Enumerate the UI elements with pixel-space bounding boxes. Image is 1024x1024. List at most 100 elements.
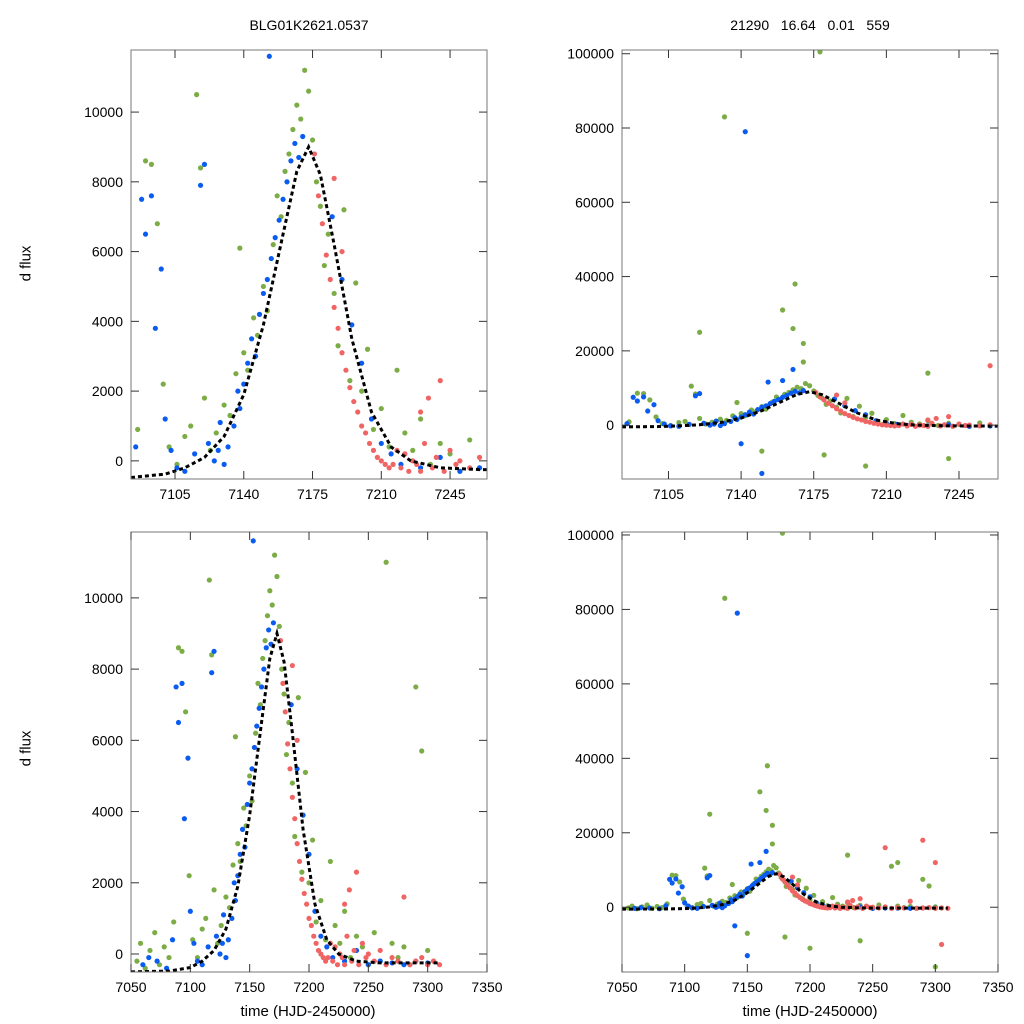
data-point-blue [734, 610, 740, 616]
x-tick-label: 7200 [293, 979, 324, 995]
data-point-red [366, 440, 373, 447]
data-point-red [377, 947, 383, 954]
x-tick-label: 7140 [228, 486, 259, 502]
data-point-green [395, 954, 401, 961]
data-point-green [206, 577, 212, 583]
data-point-green [769, 822, 776, 828]
data-point-blue [679, 884, 685, 890]
data-point-green [186, 873, 192, 879]
data-point-green [135, 426, 141, 433]
data-point-blue [205, 944, 211, 950]
x-tick-label: 7100 [669, 979, 700, 995]
data-point-green [895, 859, 901, 866]
data-point-green [863, 463, 869, 469]
data-point-blue [324, 944, 330, 950]
data-point-blue [748, 861, 754, 867]
data-point-red [907, 898, 913, 904]
data-point-red [429, 465, 435, 471]
data-point-red [863, 418, 869, 425]
data-point-green [757, 789, 763, 795]
y-tick-label: 10000 [84, 104, 123, 120]
data-point-blue [330, 954, 336, 961]
y-tick-label: 6000 [92, 732, 123, 748]
x-tick-label: 7105 [653, 486, 684, 502]
data-point-green [232, 734, 239, 740]
data-point-red [339, 954, 345, 961]
data-point-green [317, 203, 323, 209]
data-point-red [339, 350, 345, 356]
data-point-green [274, 193, 280, 199]
data-point-blue [256, 705, 262, 711]
data-point-green [309, 137, 316, 143]
data-point-red [378, 458, 384, 464]
data-point-red [871, 420, 877, 426]
data-point-red [330, 958, 336, 964]
data-point-red [389, 954, 395, 961]
data-point-green [318, 897, 324, 904]
data-point-red [842, 400, 848, 406]
data-point-green [282, 168, 288, 174]
data-point-green [179, 648, 185, 654]
data-point-red [437, 378, 443, 384]
data-point-blue [251, 744, 258, 751]
data-point-blue [201, 161, 208, 167]
data-point-green [413, 684, 419, 690]
data-point-green [425, 947, 431, 954]
data-point-blue [220, 912, 227, 918]
data-point-green [337, 940, 343, 946]
data-point-green [290, 126, 296, 133]
data-point-green [194, 92, 200, 98]
data-point-red [417, 409, 424, 415]
data-point-red [342, 962, 348, 968]
data-point-green [780, 307, 786, 313]
data-point-blue [162, 416, 168, 422]
data-point-blue [148, 193, 155, 199]
y-tick-label: 40000 [575, 750, 614, 766]
y-tick-label: 20000 [575, 343, 614, 359]
plot-area [622, 50, 998, 477]
data-point-green [233, 371, 239, 377]
data-point-blue [655, 418, 661, 424]
data-point-green [647, 397, 653, 403]
x-tick-label: 7350 [982, 979, 1013, 995]
x-tick-label: 7350 [471, 979, 502, 995]
data-point-blue [270, 620, 276, 626]
data-point-blue [258, 684, 265, 690]
data-point-red [355, 409, 361, 415]
data-point-green [342, 908, 348, 914]
data-point-green [331, 290, 337, 297]
data-point-blue [197, 182, 204, 188]
data-point-blue [732, 923, 738, 929]
data-point-blue [223, 954, 229, 961]
y-tick-label: 20000 [575, 825, 614, 841]
data-point-green [467, 437, 473, 443]
data-point-green [807, 945, 813, 951]
data-point-red [842, 411, 848, 417]
data-point-red [356, 962, 362, 968]
data-point-blue [757, 859, 763, 866]
data-point-red [382, 461, 388, 467]
data-point-red [344, 933, 350, 939]
data-point-green [142, 158, 149, 164]
data-point-green [353, 280, 359, 286]
data-point-green [769, 841, 776, 847]
y-tick-label: 0 [606, 417, 614, 433]
data-point-red [932, 859, 938, 866]
data-point-red [925, 417, 931, 423]
y-tick-label: 0 [115, 453, 123, 469]
data-point-red [287, 766, 293, 772]
y-tick-label: 100000 [567, 46, 614, 62]
data-point-green [370, 426, 377, 433]
data-point-green [821, 452, 827, 458]
data-point-green [763, 807, 769, 814]
data-point-green [270, 242, 276, 248]
data-point-blue [142, 231, 149, 237]
data-point-blue [211, 458, 217, 464]
data-point-blue [225, 937, 231, 943]
data-point-green [729, 881, 735, 888]
data-point-green [634, 390, 640, 396]
data-point-green [946, 455, 952, 462]
data-point-red [421, 440, 428, 447]
data-point-red [308, 922, 314, 929]
data-point-green [194, 954, 201, 961]
